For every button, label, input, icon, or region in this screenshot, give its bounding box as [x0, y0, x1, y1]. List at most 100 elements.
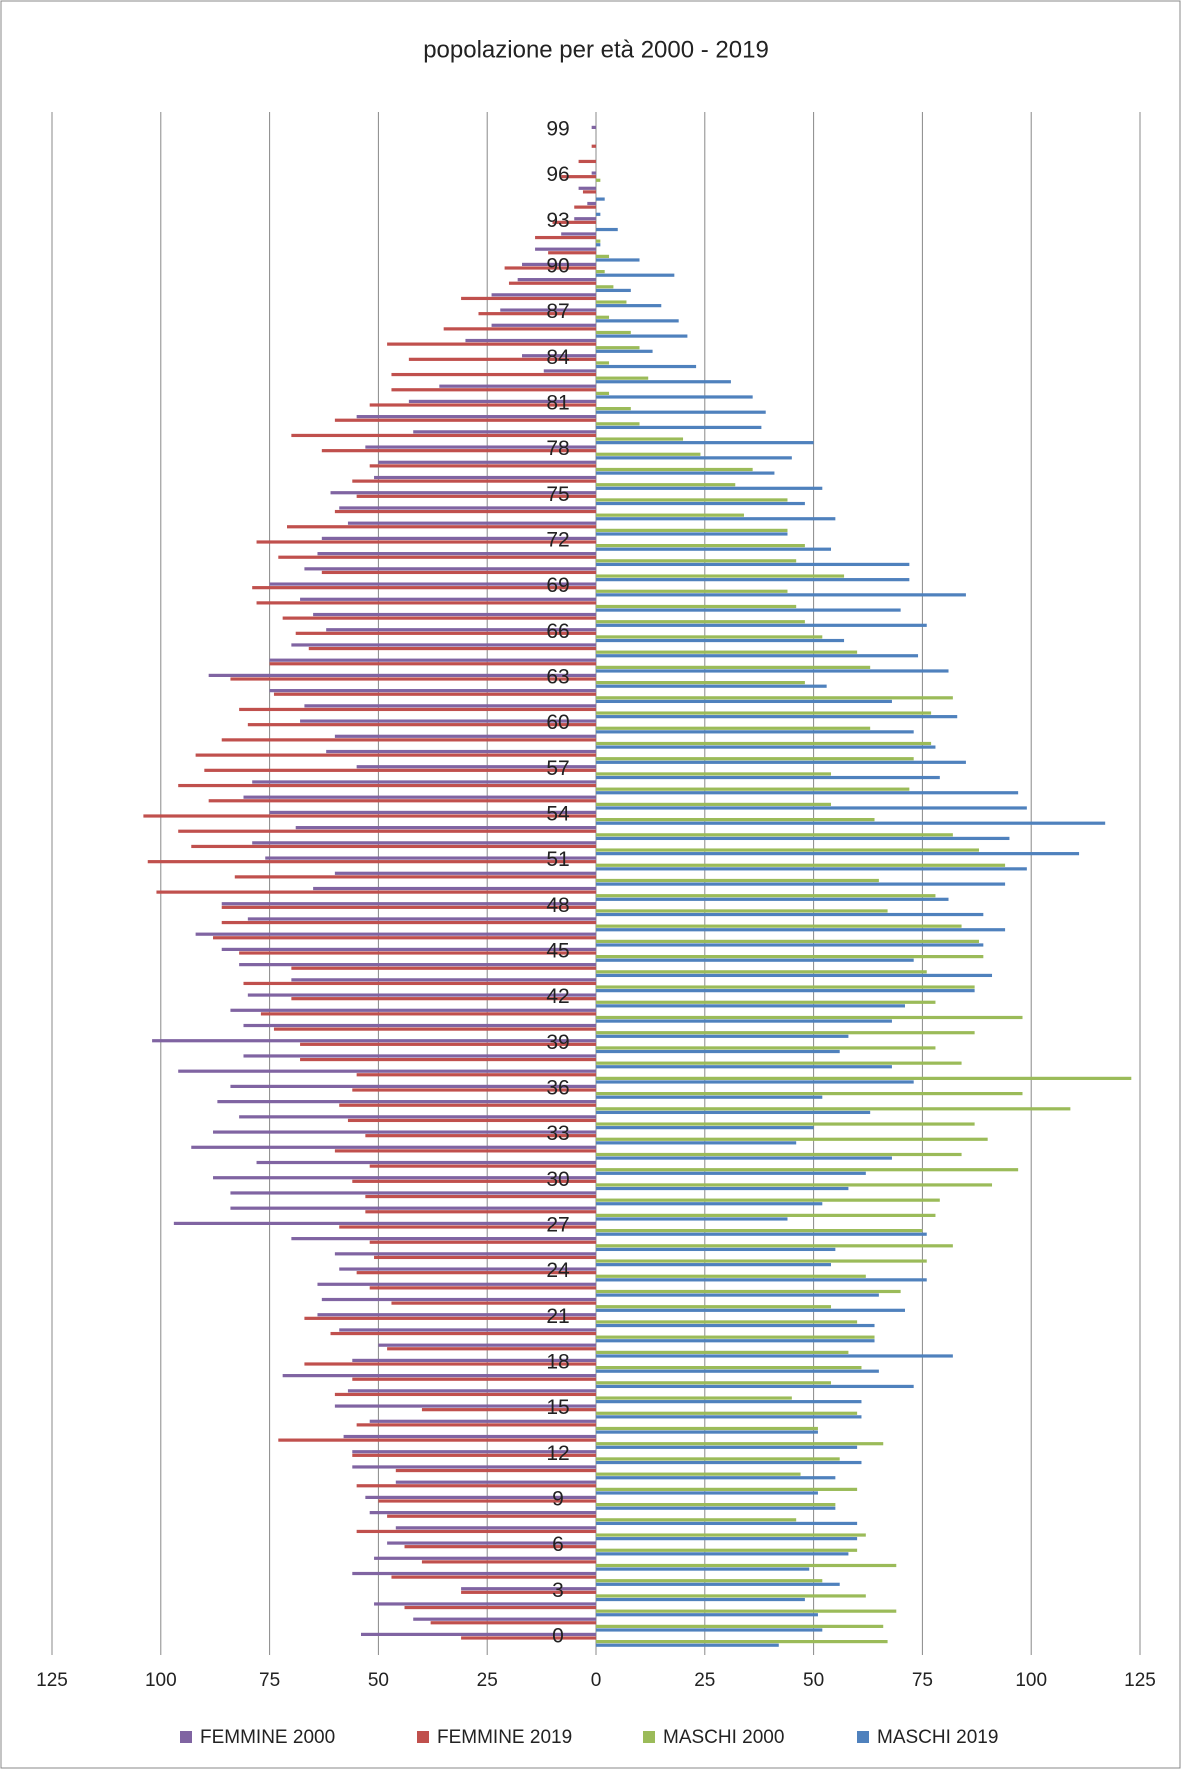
bar: [178, 783, 596, 788]
bar: [596, 422, 640, 426]
bar: [596, 973, 993, 978]
bar: [596, 1411, 858, 1415]
bar: [596, 1350, 849, 1354]
bar: [204, 768, 596, 772]
bar: [339, 1225, 596, 1229]
bar: [596, 1472, 801, 1476]
bar: [178, 829, 596, 833]
bar: [230, 677, 596, 681]
bar: [543, 369, 596, 373]
bar: [208, 799, 596, 803]
bar: [596, 654, 919, 658]
bar: [321, 536, 596, 540]
bar: [596, 528, 788, 532]
bar: [391, 388, 596, 392]
bar: [596, 1567, 810, 1571]
y-tick-label: 75: [546, 483, 569, 506]
bar: [291, 966, 596, 970]
bar: [596, 635, 823, 639]
bar: [596, 1537, 858, 1541]
bar: [596, 1354, 953, 1358]
bar: [596, 1168, 1019, 1172]
bar: [596, 669, 949, 673]
bar: [596, 1156, 892, 1160]
y-tick-label: 51: [546, 848, 569, 871]
y-tick-label: 93: [546, 209, 569, 232]
bar: [291, 433, 596, 438]
bar: [256, 601, 596, 605]
bar: [596, 1213, 936, 1217]
bar: [295, 826, 596, 830]
bar: [596, 1323, 875, 1328]
bar: [596, 1217, 788, 1221]
y-tick-label: 72: [546, 529, 569, 552]
bar: [596, 620, 805, 624]
bar: [596, 1442, 884, 1446]
bar: [596, 1426, 818, 1431]
bar: [596, 897, 949, 901]
bar: [191, 844, 596, 849]
bar: [596, 227, 618, 232]
bar: [596, 441, 814, 445]
x-tick-label: 75: [259, 1670, 280, 1691]
x-tick-label: 100: [1015, 1670, 1047, 1691]
bar: [596, 258, 640, 262]
bar: [321, 1297, 596, 1302]
bar: [596, 330, 631, 335]
bar: [596, 1183, 993, 1187]
bar: [596, 650, 858, 654]
bar: [596, 574, 845, 578]
bar: [596, 1384, 914, 1389]
bar: [596, 1518, 797, 1522]
y-tick-label: 21: [546, 1305, 569, 1328]
bar: [439, 384, 596, 388]
bar: [596, 1293, 879, 1297]
bar: [252, 586, 596, 590]
y-tick-label: 78: [546, 437, 569, 460]
bar: [221, 738, 596, 742]
bar: [252, 841, 596, 845]
bar: [596, 1034, 849, 1038]
bar: [213, 1176, 597, 1180]
bar: [596, 1110, 871, 1115]
bar: [365, 1210, 596, 1214]
bar: [330, 1331, 596, 1336]
bar: [596, 878, 879, 883]
bar: [596, 395, 753, 399]
bar: [247, 917, 596, 921]
bar: [369, 464, 596, 468]
bar: [596, 1609, 897, 1613]
bar: [313, 612, 596, 617]
bar: [596, 1445, 858, 1449]
bar: [535, 235, 596, 240]
bar: [239, 963, 597, 967]
y-tick-label: 81: [546, 392, 569, 415]
bar: [404, 1545, 596, 1549]
bar: [596, 315, 610, 319]
bar: [596, 544, 805, 548]
chart-title: popolazione per età 2000 - 2019: [423, 36, 769, 63]
bar: [596, 818, 875, 822]
y-tick-label: 63: [546, 666, 569, 689]
bar: [596, 1457, 840, 1461]
bar: [247, 723, 596, 727]
bar: [356, 415, 596, 419]
bar: [596, 513, 744, 517]
bar: [339, 1267, 596, 1271]
bar: [561, 175, 596, 179]
bar: [596, 730, 914, 734]
bar: [596, 559, 797, 563]
bar: [156, 890, 596, 894]
bar: [596, 1415, 862, 1419]
bar: [596, 924, 962, 928]
bar: [356, 1484, 596, 1488]
bar: [574, 205, 596, 209]
bar: [221, 947, 596, 951]
bar: [596, 863, 1006, 867]
bar: [143, 814, 596, 818]
bar: [178, 1069, 596, 1073]
bar: [596, 623, 927, 627]
bar: [574, 217, 596, 221]
bar: [596, 578, 910, 582]
